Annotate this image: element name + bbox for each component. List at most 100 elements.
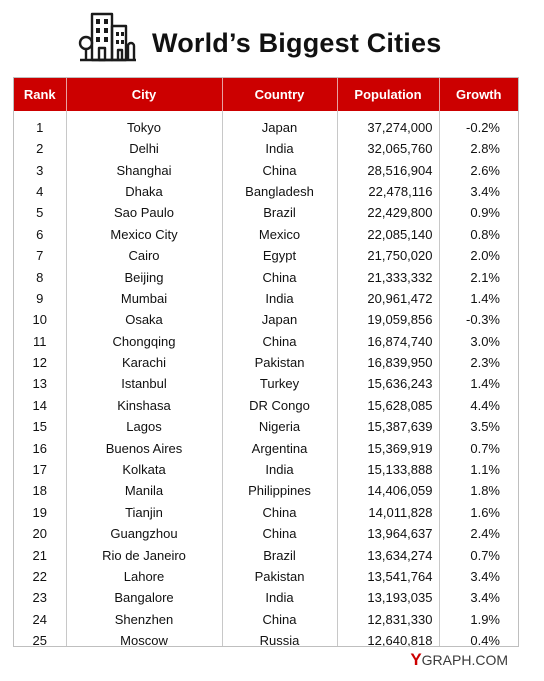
city-cell: Mexico City (66, 223, 223, 245)
table-row: 7 Cairo Egypt 21,750,020 2.0% (14, 244, 518, 267)
rank-cell: 17 (14, 458, 67, 481)
growth-cell: 2.8% (470, 141, 500, 157)
city-cell: Osaka (66, 309, 223, 331)
rank-cell: 9 (14, 287, 67, 310)
population-cell: 13,964,637 (337, 523, 440, 545)
rank-cell: 12 (14, 351, 67, 374)
city-cell: Lahore (66, 565, 223, 588)
population-cell: 21,333,332 (337, 266, 440, 288)
growth-cell: 3.0% (470, 333, 500, 349)
column-header-population: Population (337, 78, 440, 111)
population-cell: 28,516,904 (337, 159, 440, 181)
rank-cell: 1 (14, 111, 67, 138)
city-cell: Tianjin (66, 501, 223, 524)
rank-cell: 22 (14, 565, 67, 588)
population-cell: 12,640,818 (337, 629, 440, 646)
country-cell: China (222, 330, 338, 352)
growth-cell: 0.7% (470, 440, 500, 456)
table-row: 15 Lagos Nigeria 15,387,639 3.5% (14, 416, 518, 438)
table-row: 17 Kolkata India 15,133,888 1.1% (14, 458, 518, 481)
rank-cell: 7 (14, 244, 67, 267)
country-cell: DR Congo (222, 394, 338, 417)
growth-cell: 3.4% (470, 183, 500, 199)
growth-cell: 1.4% (470, 290, 500, 306)
table-row: 20 Guangzhou China 13,964,637 2.4% (14, 523, 518, 545)
header: World’s Biggest Cities (0, 0, 544, 72)
growth-cell: 2.1% (470, 269, 500, 285)
rank-cell: 6 (14, 223, 67, 245)
growth-cell: 1.4% (470, 376, 500, 392)
rank-cell: 10 (14, 309, 67, 331)
country-cell: Pakistan (222, 565, 338, 588)
country-cell: Turkey (222, 373, 338, 395)
growth-cell: -0.2% (466, 120, 500, 135)
city-cell: Bangalore (66, 587, 223, 609)
logo-text: GRAPH.COM (421, 652, 508, 668)
city-cell: Dhaka (66, 180, 223, 203)
rank-cell: 20 (14, 523, 67, 545)
population-cell: 37,274,000 (337, 111, 440, 138)
growth-cell: 3.5% (470, 419, 500, 435)
growth-cell: 2.4% (470, 526, 500, 542)
growth-cell: 1.1% (470, 462, 500, 478)
country-cell: China (222, 501, 338, 524)
rank-cell: 23 (14, 587, 67, 609)
growth-cell: 2.6% (470, 162, 500, 178)
city-cell: Istanbul (66, 373, 223, 395)
population-cell: 22,429,800 (337, 202, 440, 224)
population-cell: 14,406,059 (337, 480, 440, 502)
rank-cell: 14 (14, 394, 67, 417)
growth-cell: 2.3% (470, 355, 500, 371)
page-title: World’s Biggest Cities (152, 28, 442, 58)
city-buildings-icon (78, 12, 136, 62)
population-cell: 16,874,740 (337, 330, 440, 352)
rank-cell: 15 (14, 416, 67, 438)
population-cell: 12,831,330 (337, 608, 440, 630)
population-cell: 16,839,950 (337, 351, 440, 374)
city-cell: Karachi (66, 351, 223, 374)
population-cell: 19,059,856 (337, 309, 440, 331)
country-cell: Bangladesh (222, 180, 338, 203)
city-cell: Beijing (66, 266, 223, 288)
population-cell: 15,369,919 (337, 437, 440, 459)
table-row: 10 Osaka Japan 19,059,856 -0.3% (14, 309, 518, 331)
table-row: 13 Istanbul Turkey 15,636,243 1.4% (14, 373, 518, 395)
rank-cell: 25 (14, 629, 67, 646)
rank-cell: 13 (14, 373, 67, 395)
column-header-country: Country (222, 78, 338, 111)
table-row: 19 Tianjin China 14,011,828 1.6% (14, 501, 518, 524)
table-row: 24 Shenzhen China 12,831,330 1.9% (14, 608, 518, 630)
rank-cell: 19 (14, 501, 67, 524)
table-header-row: Rank City Country Population Growth (14, 78, 518, 111)
country-cell: Mexico (222, 223, 338, 245)
rank-cell: 16 (14, 437, 67, 459)
country-cell: Egypt (222, 244, 338, 267)
population-cell: 15,636,243 (337, 373, 440, 395)
city-cell: Shanghai (66, 159, 223, 181)
population-cell: 15,387,639 (337, 416, 440, 438)
population-cell: 13,634,274 (337, 544, 440, 566)
growth-cell: 0.8% (470, 226, 500, 242)
city-cell: Buenos Aires (66, 437, 223, 459)
country-cell: Russia (222, 629, 338, 646)
growth-cell: 1.6% (470, 504, 500, 520)
table-row: 14 Kinshasa DR Congo 15,628,085 4.4% (14, 394, 518, 417)
rank-cell: 2 (14, 138, 67, 160)
table-row: 23 Bangalore India 13,193,035 3.4% (14, 587, 518, 609)
growth-cell: 3.4% (470, 590, 500, 606)
country-cell: Argentina (222, 437, 338, 459)
table-row: 11 Chongqing China 16,874,740 3.0% (14, 330, 518, 352)
country-cell: India (222, 287, 338, 310)
country-cell: India (222, 587, 338, 609)
population-cell: 15,628,085 (337, 394, 440, 417)
city-cell: Cairo (66, 244, 223, 267)
city-cell: Rio de Janeiro (66, 544, 223, 566)
table-row: 1 Tokyo Japan 37,274,000 -0.2% (14, 111, 518, 138)
city-cell: Guangzhou (66, 523, 223, 545)
country-cell: China (222, 159, 338, 181)
country-cell: Brazil (222, 202, 338, 224)
population-cell: 21,750,020 (337, 244, 440, 267)
population-cell: 20,961,472 (337, 287, 440, 310)
city-cell: Kolkata (66, 458, 223, 481)
site-logo[interactable]: YGRAPH.COM (410, 650, 508, 670)
